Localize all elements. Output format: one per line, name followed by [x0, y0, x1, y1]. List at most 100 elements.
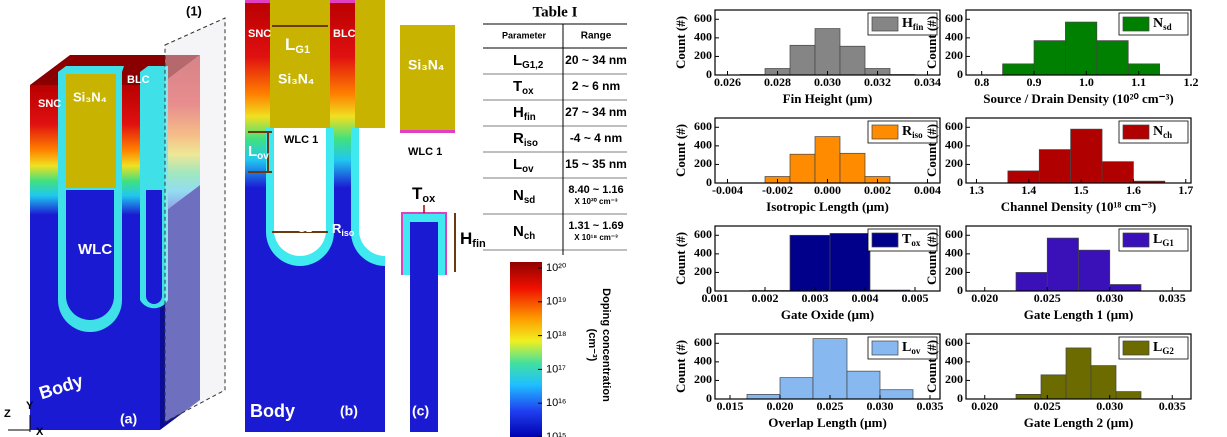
x-tick-label: 0.020: [767, 399, 794, 413]
nitride-label: Si₃N₄: [278, 71, 314, 87]
x-tick-label: 0.020: [971, 399, 998, 413]
y-axis-label: Count (#): [924, 16, 939, 69]
bar: [790, 154, 815, 183]
y-tick-label: 0: [706, 175, 712, 189]
x-tick-label: -0.002: [762, 183, 793, 197]
x-tick-label: 0.000: [814, 183, 841, 197]
bar: [880, 390, 913, 399]
legend-swatch: [872, 233, 898, 247]
table-title: Table I: [533, 4, 578, 20]
x-tick-label: 0.030: [1096, 399, 1123, 413]
x-axis-label: Source / Drain Density (10²⁰ cm⁻³): [983, 91, 1173, 106]
table-range: 27 ~ 34 nm: [565, 105, 627, 119]
legend-sub: ov: [911, 346, 921, 356]
lg1-main: L: [285, 35, 295, 54]
table-param: Riso: [513, 130, 538, 148]
nitride-label: Si₃N₄: [408, 57, 444, 73]
table-param: Nch: [513, 223, 535, 241]
lov-sub: ov: [257, 151, 269, 162]
legend-sub: ch: [1163, 130, 1172, 140]
x-tick-label: 0.025: [1034, 399, 1061, 413]
legend-swatch: [872, 125, 898, 139]
x-tick-label: 1.4: [1021, 183, 1036, 197]
table-param: Lov: [513, 156, 534, 174]
panel-label: (a): [120, 411, 137, 427]
legend-main: N: [1153, 16, 1163, 31]
bar: [1039, 150, 1070, 183]
x-axis-label: Isotropic Length (μm): [766, 199, 889, 214]
legend-swatch: [1123, 233, 1149, 247]
x-tick-label: 0.004: [852, 291, 879, 305]
bar: [1016, 272, 1047, 291]
y-tick-label: 600: [945, 227, 963, 241]
bar: [780, 378, 813, 399]
lg2-sub: G2: [297, 223, 312, 235]
table-param: Nsd: [513, 187, 535, 205]
x-axis-label: Channel Density (10¹⁸ cm⁻³): [1001, 199, 1156, 214]
x-tick-label: 0.034: [914, 75, 941, 89]
y-tick-label: 600: [694, 119, 712, 133]
legend-sub: sd: [1163, 22, 1172, 32]
y-tick-label: 400: [694, 354, 712, 368]
table-range: 2 ~ 6 nm: [572, 79, 620, 93]
table-param-sub: iso: [524, 137, 538, 148]
y-tick-label: 600: [694, 335, 712, 349]
bar: [815, 29, 840, 75]
y-tick-label: 200: [945, 372, 963, 386]
table-param: Tox: [513, 78, 534, 96]
table-param-sub: ch: [524, 230, 535, 241]
table-param-main: L: [513, 52, 522, 69]
y-axis-label: Count (#): [924, 232, 939, 285]
table-header: Range: [581, 31, 612, 42]
table-range: X 10²⁰ cm⁻³: [575, 197, 618, 206]
y-tick-label: 600: [945, 11, 963, 25]
x-tick-label: 0.002: [752, 291, 779, 305]
table-param-main: L: [513, 156, 522, 173]
legend-main: L: [1153, 232, 1162, 247]
x-tick-label: 0.028: [764, 75, 791, 89]
bar: [1097, 41, 1128, 75]
table-param-main: T: [513, 78, 522, 95]
x-tick-label: 1.3: [969, 183, 984, 197]
hfin-label: Hfin: [460, 229, 486, 249]
table-range: -4 ~ 4 nm: [570, 131, 622, 145]
x-tick-label: 1.7: [1178, 183, 1193, 197]
legend-swatch: [872, 17, 898, 31]
hfin-sub: fin: [472, 238, 486, 250]
y-tick-label: 400: [694, 138, 712, 152]
x-tick-label: 1.0: [1079, 75, 1094, 89]
y-tick-label: 0: [957, 67, 963, 81]
legend-swatch: [1123, 17, 1149, 31]
y-tick-label: 400: [945, 246, 963, 260]
colorbar-unit: (cm⁻³): [586, 329, 598, 362]
bar: [1091, 366, 1116, 399]
table-param: Hfin: [513, 104, 536, 122]
x-axis-label: Gate Oxide (μm): [781, 307, 874, 322]
y-tick-label: 400: [945, 30, 963, 44]
riso-sub: iso: [341, 228, 355, 238]
y-tick-label: 600: [945, 119, 963, 133]
table-range: 20 ~ 34 nm: [565, 53, 627, 67]
bar: [1003, 64, 1034, 75]
legend-sub: ox: [911, 238, 921, 248]
lov-main: L: [248, 143, 257, 160]
bar: [840, 153, 865, 183]
legend-swatch: [1123, 125, 1149, 139]
colorbar-tick-label: 10²⁰: [546, 262, 567, 274]
x-tick-label: 0.9: [1027, 75, 1042, 89]
bar: [1065, 22, 1096, 75]
bar: [1071, 129, 1102, 183]
x-tick-label: 1.5: [1074, 183, 1089, 197]
x-tick-label: 0.030: [814, 75, 841, 89]
y-tick-label: 0: [957, 175, 963, 189]
table-param-main: R: [513, 130, 524, 147]
lg1-sub: G1: [295, 44, 310, 56]
table-param-sub: ov: [522, 163, 534, 174]
x-tick-label: 0.005: [902, 291, 929, 305]
colorbar-title: Doping concentration: [600, 288, 612, 402]
panel-b: [245, 0, 419, 432]
table-range: 8.40 ~ 1.16: [568, 184, 623, 196]
bar: [1128, 64, 1159, 75]
y-tick-label: 600: [945, 335, 963, 349]
x-tick-label: 0.025: [817, 399, 844, 413]
